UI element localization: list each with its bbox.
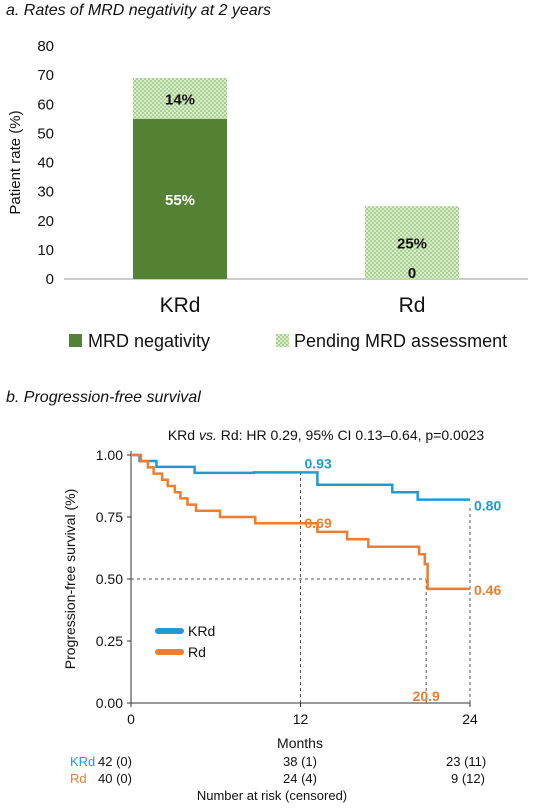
risk-krd-12: 38 (1)	[283, 754, 317, 769]
bar-data-label: 0	[408, 265, 416, 282]
y-tick-label: 1.00	[96, 447, 123, 463]
panel-a-title: a. Rates of MRD negativity at 2 years	[6, 2, 271, 19]
y-tick-label: 80	[37, 38, 54, 55]
data-label: 20.9	[413, 688, 440, 704]
y-tick-label: 10	[37, 242, 54, 259]
y-tick-label: 0.00	[96, 695, 123, 711]
y-tick-label: 0.25	[96, 633, 123, 649]
bar-data-label: 14%	[165, 91, 195, 108]
legend-label: Pending MRD assessment	[294, 331, 507, 351]
y-tick-label: 30	[37, 184, 54, 201]
bar-pending-mrd-assessment-krd	[133, 78, 227, 119]
y-tick-label: 60	[37, 96, 54, 113]
y-axis-label: Patient rate (%)	[7, 110, 24, 214]
data-label: 0.46	[474, 582, 501, 598]
risk-table-caption: Number at risk (censored)	[196, 788, 348, 803]
legend-swatch-mrd-negativity	[69, 334, 82, 347]
legend-label: KRd	[188, 623, 215, 639]
y-tick-label: 0.75	[96, 509, 123, 525]
y-tick-label: 0.50	[96, 571, 123, 587]
y-axis-label: Progression-free survival (%)	[62, 489, 78, 670]
legend-label: MRD negativity	[88, 331, 210, 351]
data-label: 0.69	[305, 515, 332, 531]
y-tick-label: 40	[37, 155, 54, 172]
legend-swatch-pending	[276, 334, 289, 347]
x-tick-label: 0	[127, 711, 135, 727]
panel-b-title: b. Progression-free survival	[6, 389, 201, 406]
risk-rd-12: 24 (4)	[283, 771, 317, 786]
risk-rd-24: 9 (12)	[451, 771, 485, 786]
risk-label-rd: Rd	[70, 771, 87, 786]
data-label: 0.93	[305, 455, 332, 471]
x-tick-label: 24	[462, 711, 478, 727]
x-axis-label: Months	[277, 735, 323, 751]
risk-label-krd: KRd	[70, 754, 96, 769]
y-tick-label: 50	[37, 125, 54, 142]
bar-data-label: 25%	[397, 236, 427, 253]
risk-krd-0: 42 (0)	[98, 754, 132, 769]
data-label: 0.80	[474, 498, 501, 514]
risk-rd-0: 40 (0)	[98, 771, 132, 786]
line-rd	[131, 453, 470, 591]
bar-data-label: 55%	[165, 192, 195, 209]
x-tick-label: Rd	[399, 294, 426, 317]
y-tick-label: 70	[37, 67, 54, 84]
mrd-bar-chart: 0 10 20 30 40 50 60 70 80 Patient rate (%) 55% 14% K…	[7, 38, 528, 351]
y-tick-label: 0	[46, 271, 54, 288]
bar-mrd-negativity-krd	[133, 118, 227, 279]
risk-krd-24: 23 (11)	[446, 754, 487, 769]
x-tick-label: 12	[293, 711, 309, 727]
chart-subtitle: KRd vs. Rd: HR 0.29, 95% CI 0.13–0.64, p…	[168, 427, 485, 443]
bar-pending-mrd-assessment-rd	[365, 206, 459, 279]
x-tick-label: KRd	[160, 294, 201, 317]
legend-label: Rd	[188, 644, 206, 660]
y-tick-label: 20	[37, 213, 54, 230]
